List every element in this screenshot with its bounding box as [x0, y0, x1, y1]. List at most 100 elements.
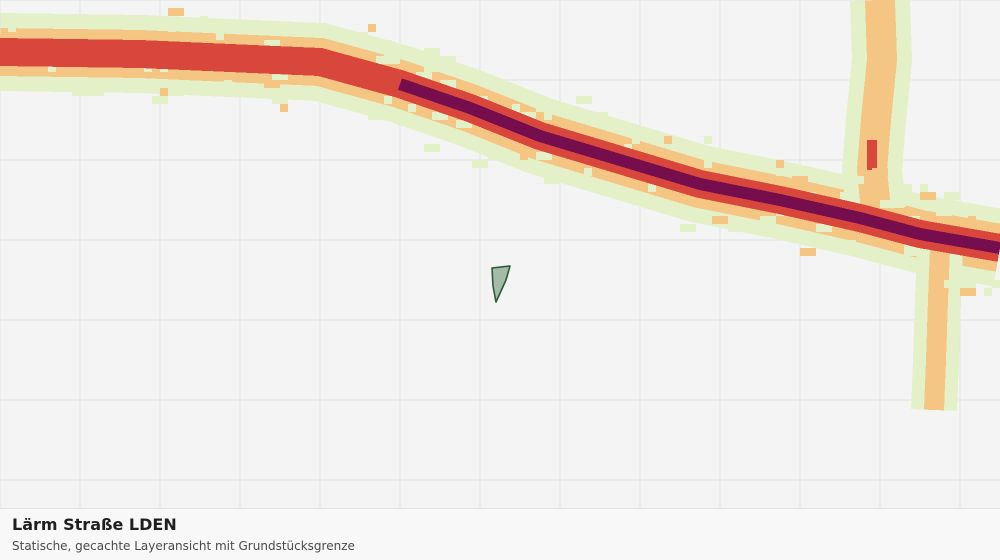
noise-cell — [984, 288, 992, 296]
layer-info-bar: Lärm Straße LDEN Statische, gecachte Lay… — [0, 508, 1000, 560]
noise-cell — [816, 224, 832, 232]
noise-cell — [8, 24, 16, 32]
noise-cell — [832, 176, 840, 184]
noise-cell — [944, 192, 960, 200]
noise-cell — [584, 168, 592, 176]
noise-cell — [376, 40, 392, 48]
noise-cell — [408, 104, 416, 112]
noise-cell — [152, 96, 168, 104]
noise-band-class-4 — [398, 78, 1000, 254]
noise-cell — [728, 224, 744, 232]
noise-cell — [616, 176, 624, 184]
noise-cell — [544, 176, 560, 184]
noise-cell — [488, 96, 504, 104]
noise-cell — [416, 72, 432, 80]
noise-cell — [432, 112, 448, 120]
noise-cell — [88, 88, 104, 96]
noise-cell — [424, 56, 440, 64]
noise-cell — [456, 120, 464, 128]
noise-cell — [792, 176, 808, 184]
noise-cell — [264, 40, 280, 48]
noise-cell — [760, 216, 776, 224]
noise-cell — [360, 32, 368, 40]
noise-cell — [880, 200, 888, 208]
noise-cell — [680, 224, 696, 232]
noise-cell — [536, 104, 544, 112]
noise-cell — [776, 168, 792, 176]
noise-cell — [800, 248, 816, 256]
noise-cell — [488, 152, 496, 160]
noise-cell — [272, 72, 288, 80]
noise-cell — [216, 32, 224, 40]
noise-cell — [896, 184, 904, 192]
noise-cell — [856, 176, 864, 184]
noise-cell — [592, 112, 608, 120]
noise-cell — [464, 120, 472, 128]
noise-cell — [704, 136, 712, 144]
noise-cell — [520, 160, 536, 168]
noise-cell — [936, 208, 952, 216]
noise-cell — [440, 56, 456, 64]
noise-cell — [512, 104, 520, 112]
noise-cell — [544, 112, 552, 120]
noise-cell — [920, 184, 928, 192]
noise-cell — [944, 280, 960, 288]
noise-cell — [384, 96, 392, 104]
noise-cell — [720, 152, 736, 160]
noise-cell — [168, 88, 184, 96]
noise-cell — [872, 168, 888, 176]
noise-cell — [472, 160, 488, 168]
noise-cell — [960, 280, 976, 288]
noise-cell — [960, 288, 976, 296]
noise-cell — [264, 80, 280, 88]
noise-cell — [48, 64, 56, 72]
noise-cell — [200, 16, 208, 24]
noise-cell — [312, 24, 328, 32]
noise-cell — [904, 184, 912, 192]
noise-cell — [368, 40, 376, 48]
noise-cell — [280, 96, 288, 104]
noise-cell — [424, 64, 440, 72]
noise-cell — [384, 48, 392, 56]
noise-cell — [520, 112, 536, 120]
noise-cell — [824, 192, 840, 200]
noise-cell — [840, 192, 856, 200]
noise-cell — [520, 152, 528, 160]
layer-title: Lärm Straße LDEN — [12, 515, 177, 534]
parcel-boundary[interactable] — [491, 265, 511, 303]
noise-cell — [168, 24, 176, 32]
noise-cell — [16, 32, 32, 40]
noise-cell — [384, 56, 400, 64]
noise-cell — [368, 112, 384, 120]
noise-cell — [280, 104, 288, 112]
noise-cell — [920, 192, 936, 200]
noise-cell — [536, 152, 552, 160]
noise-cell — [224, 80, 232, 88]
noise-cell — [408, 48, 416, 56]
noise-band-class-3 — [0, 47, 141, 59]
noise-cell — [888, 256, 896, 264]
noise-cell — [840, 240, 856, 248]
noise-cell — [168, 8, 184, 16]
noise-cell — [528, 96, 544, 104]
noise-cell — [576, 96, 592, 104]
layer-subtitle: Statische, gecachte Layeransicht mit Gru… — [12, 539, 355, 553]
road-noise-raster — [0, 0, 1000, 411]
noise-band-class-2 — [924, 247, 950, 411]
noise-cell — [904, 248, 920, 256]
noise-cell — [440, 80, 456, 88]
noise-cell — [992, 280, 1000, 288]
noise-cell — [48, 32, 64, 40]
noise-cell — [272, 96, 280, 104]
noise-cell — [72, 88, 88, 96]
noise-cell — [368, 24, 376, 32]
noise-cell — [608, 120, 616, 128]
noise-cell — [648, 184, 656, 192]
noise-cell — [888, 200, 904, 208]
noise-cell — [976, 208, 992, 216]
map-view[interactable] — [0, 0, 1000, 508]
noise-cell — [704, 160, 712, 168]
noise-cell — [712, 216, 728, 224]
noise-cell — [968, 216, 976, 224]
noise-cell — [632, 136, 640, 144]
